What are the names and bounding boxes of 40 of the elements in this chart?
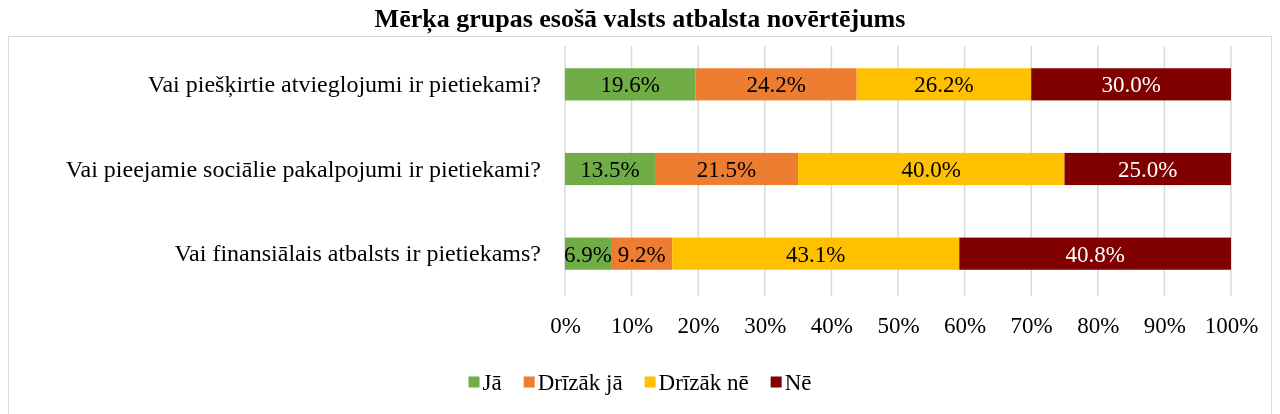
chart-title: Mērķa grupas esošā valsts atbalsta novērtējums [374, 4, 906, 34]
bar [959, 237, 1231, 270]
x-tick-label: 100% [1204, 313, 1259, 339]
bar [654, 152, 799, 186]
bar [1031, 68, 1231, 101]
bar [856, 68, 1032, 101]
legend-label: Nē [784, 370, 812, 396]
data-label: 24.2% [746, 72, 806, 98]
x-tick-label: 90% [1143, 313, 1186, 339]
bar [1064, 152, 1231, 186]
data-label: 21.5% [696, 157, 757, 183]
x-tick-label: 60% [944, 313, 987, 339]
x-tick-label: 30% [744, 313, 787, 339]
data-label: 26.2% [914, 72, 974, 98]
data-label: 13.5% [580, 157, 640, 183]
x-tick-label: 40% [810, 313, 853, 339]
data-label: 43.1% [786, 241, 846, 267]
x-tick-label: 50% [877, 313, 920, 339]
data-label: 40.8% [1065, 241, 1125, 267]
y-tick-label: Vai pieejamie sociālie pakalpojumi ir pietiekami? [65, 155, 541, 182]
x-tick-label: 20% [677, 313, 720, 339]
y-tick-label: Vai piešķirtie atvieglojumi ir pietiekami? [147, 71, 541, 99]
x-tick-label: 10% [611, 313, 654, 339]
x-tick-label: 80% [1077, 313, 1120, 339]
legend-label: Drīzāk jā [537, 370, 623, 396]
bar [672, 237, 960, 270]
bar [695, 68, 857, 101]
data-label: 9.2% [617, 241, 666, 267]
x-tick-label: 0% [550, 313, 581, 339]
data-label: 6.9% [564, 241, 612, 267]
data-label: 40.0% [901, 157, 962, 183]
data-label: 30.0% [1101, 72, 1161, 98]
legend-label: Drīzāk nē [658, 370, 749, 396]
y-tick-label: Vai finansiālais atbalsts ir pietiekams? [174, 240, 541, 267]
bar [798, 152, 1065, 186]
data-label: 25.0% [1118, 157, 1178, 183]
bar [565, 68, 696, 101]
data-label: 19.6% [600, 72, 660, 98]
x-tick-label: 70% [1010, 313, 1053, 339]
legend-label: Jā [482, 370, 502, 396]
